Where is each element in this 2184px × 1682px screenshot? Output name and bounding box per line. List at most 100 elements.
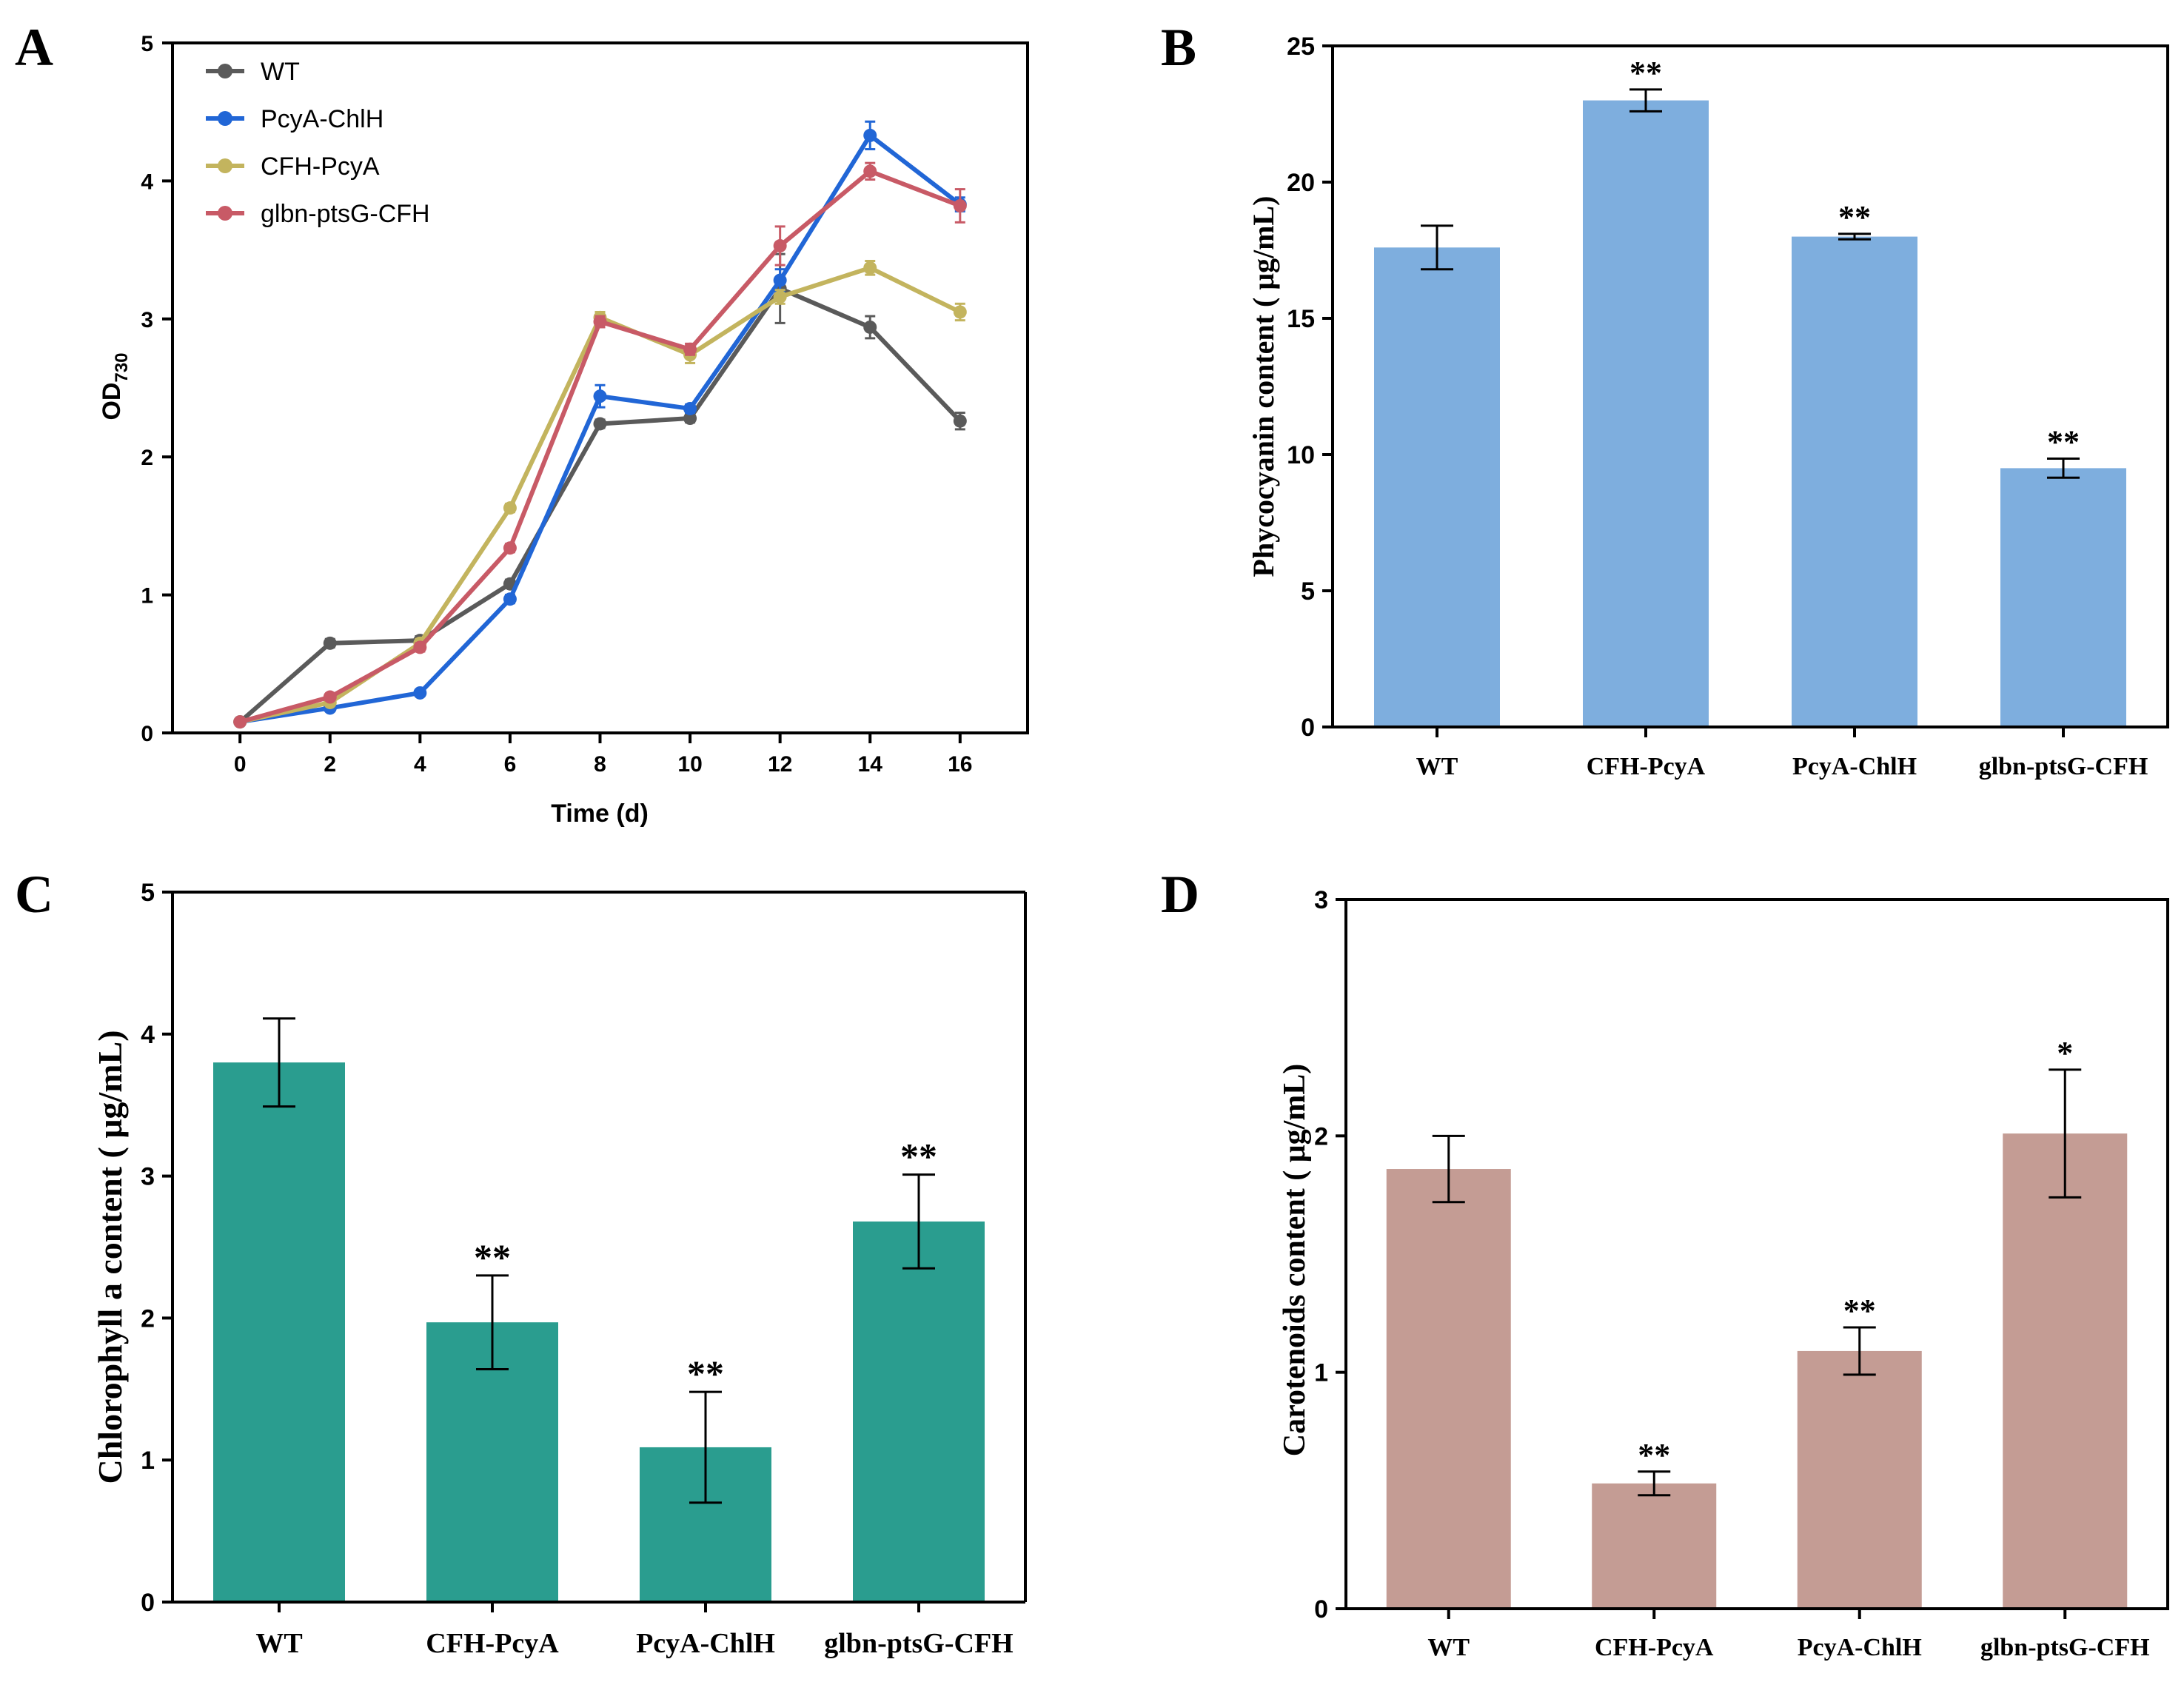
panel-b-significance-mark: ** bbox=[1629, 55, 1662, 91]
panel-c-bar-chart: Chlorophyll a content ( μg/mL) WT ** CFH-P… bbox=[91, 879, 1027, 1659]
panel-d-bar-chart: Carotenoids content ( μg/mL) WT ** CFH-Pcy… bbox=[1278, 886, 2169, 1661]
legend-label-wt: WT bbox=[261, 58, 300, 86]
panel-d-bar-cfh-pcya bbox=[1592, 1483, 1717, 1609]
panel-d-significance-mark: * bbox=[2057, 1035, 2073, 1071]
data-point-pcya-chlh bbox=[773, 273, 787, 287]
panel-a-x-tick-label: 6 bbox=[504, 752, 517, 777]
legend-marker-glbn-ptsg-cfh bbox=[218, 206, 232, 221]
panel-d-category-label: WT bbox=[1427, 1634, 1470, 1661]
panel-b-y-tick-label: 5 bbox=[1301, 577, 1315, 606]
data-point-glbn-ptsg-cfh bbox=[323, 690, 337, 704]
data-point-glbn-ptsg-cfh bbox=[413, 640, 427, 654]
panel-d-bar-wt bbox=[1386, 1169, 1511, 1609]
panel-a-line-chart: OD730 Time (d) 0 2 4 6 8 10 12 14 16012345WTPcyA… bbox=[98, 32, 1029, 828]
data-point-wt bbox=[953, 414, 967, 428]
data-point-pcya-chlh bbox=[683, 401, 697, 415]
panel-b-significance-mark: ** bbox=[2047, 424, 2080, 460]
panel-c-bar-wt bbox=[213, 1062, 345, 1602]
data-point-glbn-ptsg-cfh bbox=[953, 198, 967, 212]
panel-label-c: C bbox=[15, 865, 53, 924]
panel-b-y-tick-label: 10 bbox=[1287, 441, 1315, 469]
panel-d-bar-glbn-ptsg-cfh bbox=[2003, 1133, 2128, 1609]
panel-b-plot-frame bbox=[1331, 44, 2169, 728]
data-point-glbn-ptsg-cfh bbox=[773, 239, 787, 253]
panel-b-y-tick-label: 0 bbox=[1301, 714, 1315, 742]
panel-c-category-label: glbn-ptsG-CFH bbox=[824, 1628, 1013, 1659]
data-point-wt bbox=[863, 320, 877, 334]
panel-a-x-tick-label: 12 bbox=[768, 752, 792, 777]
panel-b-category-label: PcyA-ChlH bbox=[1792, 753, 1917, 780]
data-point-pcya-chlh bbox=[593, 389, 607, 403]
panel-c-category-label: WT bbox=[255, 1628, 302, 1659]
panel-c-bar-glbn-ptsg-cfh bbox=[853, 1221, 985, 1602]
legend-label-cfh-pcya: CFH-PcyA bbox=[261, 153, 380, 181]
panel-d-y-tick-label: 1 bbox=[1314, 1359, 1328, 1387]
panel-a-x-tick-label: 14 bbox=[858, 752, 883, 777]
panel-a-y-tick-label: 0 bbox=[141, 722, 153, 746]
panel-b-bar-wt bbox=[1374, 247, 1500, 727]
panel-b-bar-glbn-ptsg-cfh bbox=[2000, 468, 2126, 727]
panel-label-d: D bbox=[1161, 865, 1199, 924]
panel-c-y-tick-label: 3 bbox=[141, 1163, 155, 1191]
panel-b-y-tick-label: 20 bbox=[1287, 169, 1315, 197]
panel-d-y-tick-label: 2 bbox=[1314, 1122, 1328, 1150]
panel-d-category-label: CFH-PcyA bbox=[1595, 1634, 1714, 1661]
panel-d-y-tick-label: 3 bbox=[1314, 886, 1328, 914]
panel-b-significance-mark: ** bbox=[1838, 199, 1871, 235]
panel-b-bar-pcya-chlh bbox=[1792, 236, 1917, 728]
legend-marker-pcya-chlh bbox=[218, 111, 232, 126]
legend-marker-wt bbox=[218, 64, 232, 78]
panel-a-x-tick-label: 2 bbox=[324, 752, 336, 777]
legend-label-glbn-ptsg-cfh: glbn-ptsG-CFH bbox=[261, 200, 430, 228]
panel-d-category-label: PcyA-ChlH bbox=[1798, 1634, 1922, 1661]
data-point-pcya-chlh bbox=[863, 128, 877, 142]
panel-d-bar-pcya-chlh bbox=[1797, 1350, 1922, 1609]
data-point-glbn-ptsg-cfh bbox=[593, 315, 607, 329]
panel-a-y-tick-label: 4 bbox=[141, 170, 153, 194]
panel-b-ylabel: Phycocyanin content ( μg/mL) bbox=[1247, 196, 1280, 577]
data-point-wt bbox=[323, 636, 337, 650]
data-point-cfh-pcya bbox=[863, 261, 877, 275]
legend-label-pcya-chlh: PcyA-ChlH bbox=[261, 105, 383, 133]
data-point-pcya-chlh bbox=[413, 686, 427, 700]
panel-c-y-tick-label: 0 bbox=[141, 1589, 155, 1617]
data-point-cfh-pcya bbox=[953, 305, 967, 319]
series-line-cfh-pcya bbox=[239, 265, 962, 725]
legend-marker-cfh-pcya bbox=[218, 158, 232, 173]
panel-d-significance-mark: ** bbox=[1843, 1293, 1876, 1329]
panel-c-category-label: PcyA-ChlH bbox=[636, 1628, 775, 1659]
data-point-cfh-pcya bbox=[773, 289, 787, 304]
panel-c-y-tick-label: 2 bbox=[141, 1304, 155, 1333]
panel-c-y-tick-label: 1 bbox=[141, 1447, 155, 1475]
panel-b-y-tick-label: 15 bbox=[1287, 305, 1315, 333]
panel-a-x-tick-label: 8 bbox=[594, 752, 606, 777]
panel-a-x-tick-label: 4 bbox=[414, 752, 426, 777]
data-point-wt bbox=[593, 417, 607, 431]
panel-c-ylabel: Chlorophyll a content ( μg/mL) bbox=[91, 1030, 129, 1484]
panel-d-category-label: glbn-ptsG-CFH bbox=[1980, 1634, 2150, 1661]
panel-c-significance-mark: ** bbox=[687, 1353, 724, 1394]
panel-a-y-tick-label: 3 bbox=[141, 308, 153, 332]
data-point-glbn-ptsg-cfh bbox=[863, 164, 877, 178]
panel-b-bar-chart: Phycocyanin content ( μg/mL) WT ** CFH-Pcy… bbox=[1247, 33, 2169, 780]
panel-c-category-label: CFH-PcyA bbox=[426, 1628, 559, 1659]
data-point-glbn-ptsg-cfh bbox=[503, 541, 517, 555]
panel-a-xlabel: Time (d) bbox=[551, 800, 649, 828]
data-point-cfh-pcya bbox=[503, 501, 517, 515]
panel-a-x-tick-label: 10 bbox=[677, 752, 702, 777]
panel-c-y-tick-label: 5 bbox=[141, 879, 155, 907]
panel-d-ylabel: Carotenoids content ( μg/mL) bbox=[1278, 1064, 1312, 1457]
panel-b-category-label: glbn-ptsG-CFH bbox=[1979, 753, 2148, 780]
data-point-glbn-ptsg-cfh bbox=[233, 715, 247, 729]
panel-b-y-tick-label: 25 bbox=[1287, 33, 1315, 61]
panel-d-significance-mark: ** bbox=[1638, 1437, 1670, 1473]
panel-b-category-label: CFH-PcyA bbox=[1587, 753, 1706, 780]
panel-a-x-tick-label: 16 bbox=[948, 752, 972, 777]
panel-c-y-tick-label: 4 bbox=[141, 1021, 155, 1049]
panel-label-a: A bbox=[15, 18, 53, 77]
panel-d-plot-frame bbox=[1344, 898, 2169, 1610]
panel-a-y-tick-label: 1 bbox=[141, 584, 153, 609]
panel-a-x-tick-label: 0 bbox=[234, 752, 247, 777]
data-point-wt bbox=[683, 412, 697, 426]
